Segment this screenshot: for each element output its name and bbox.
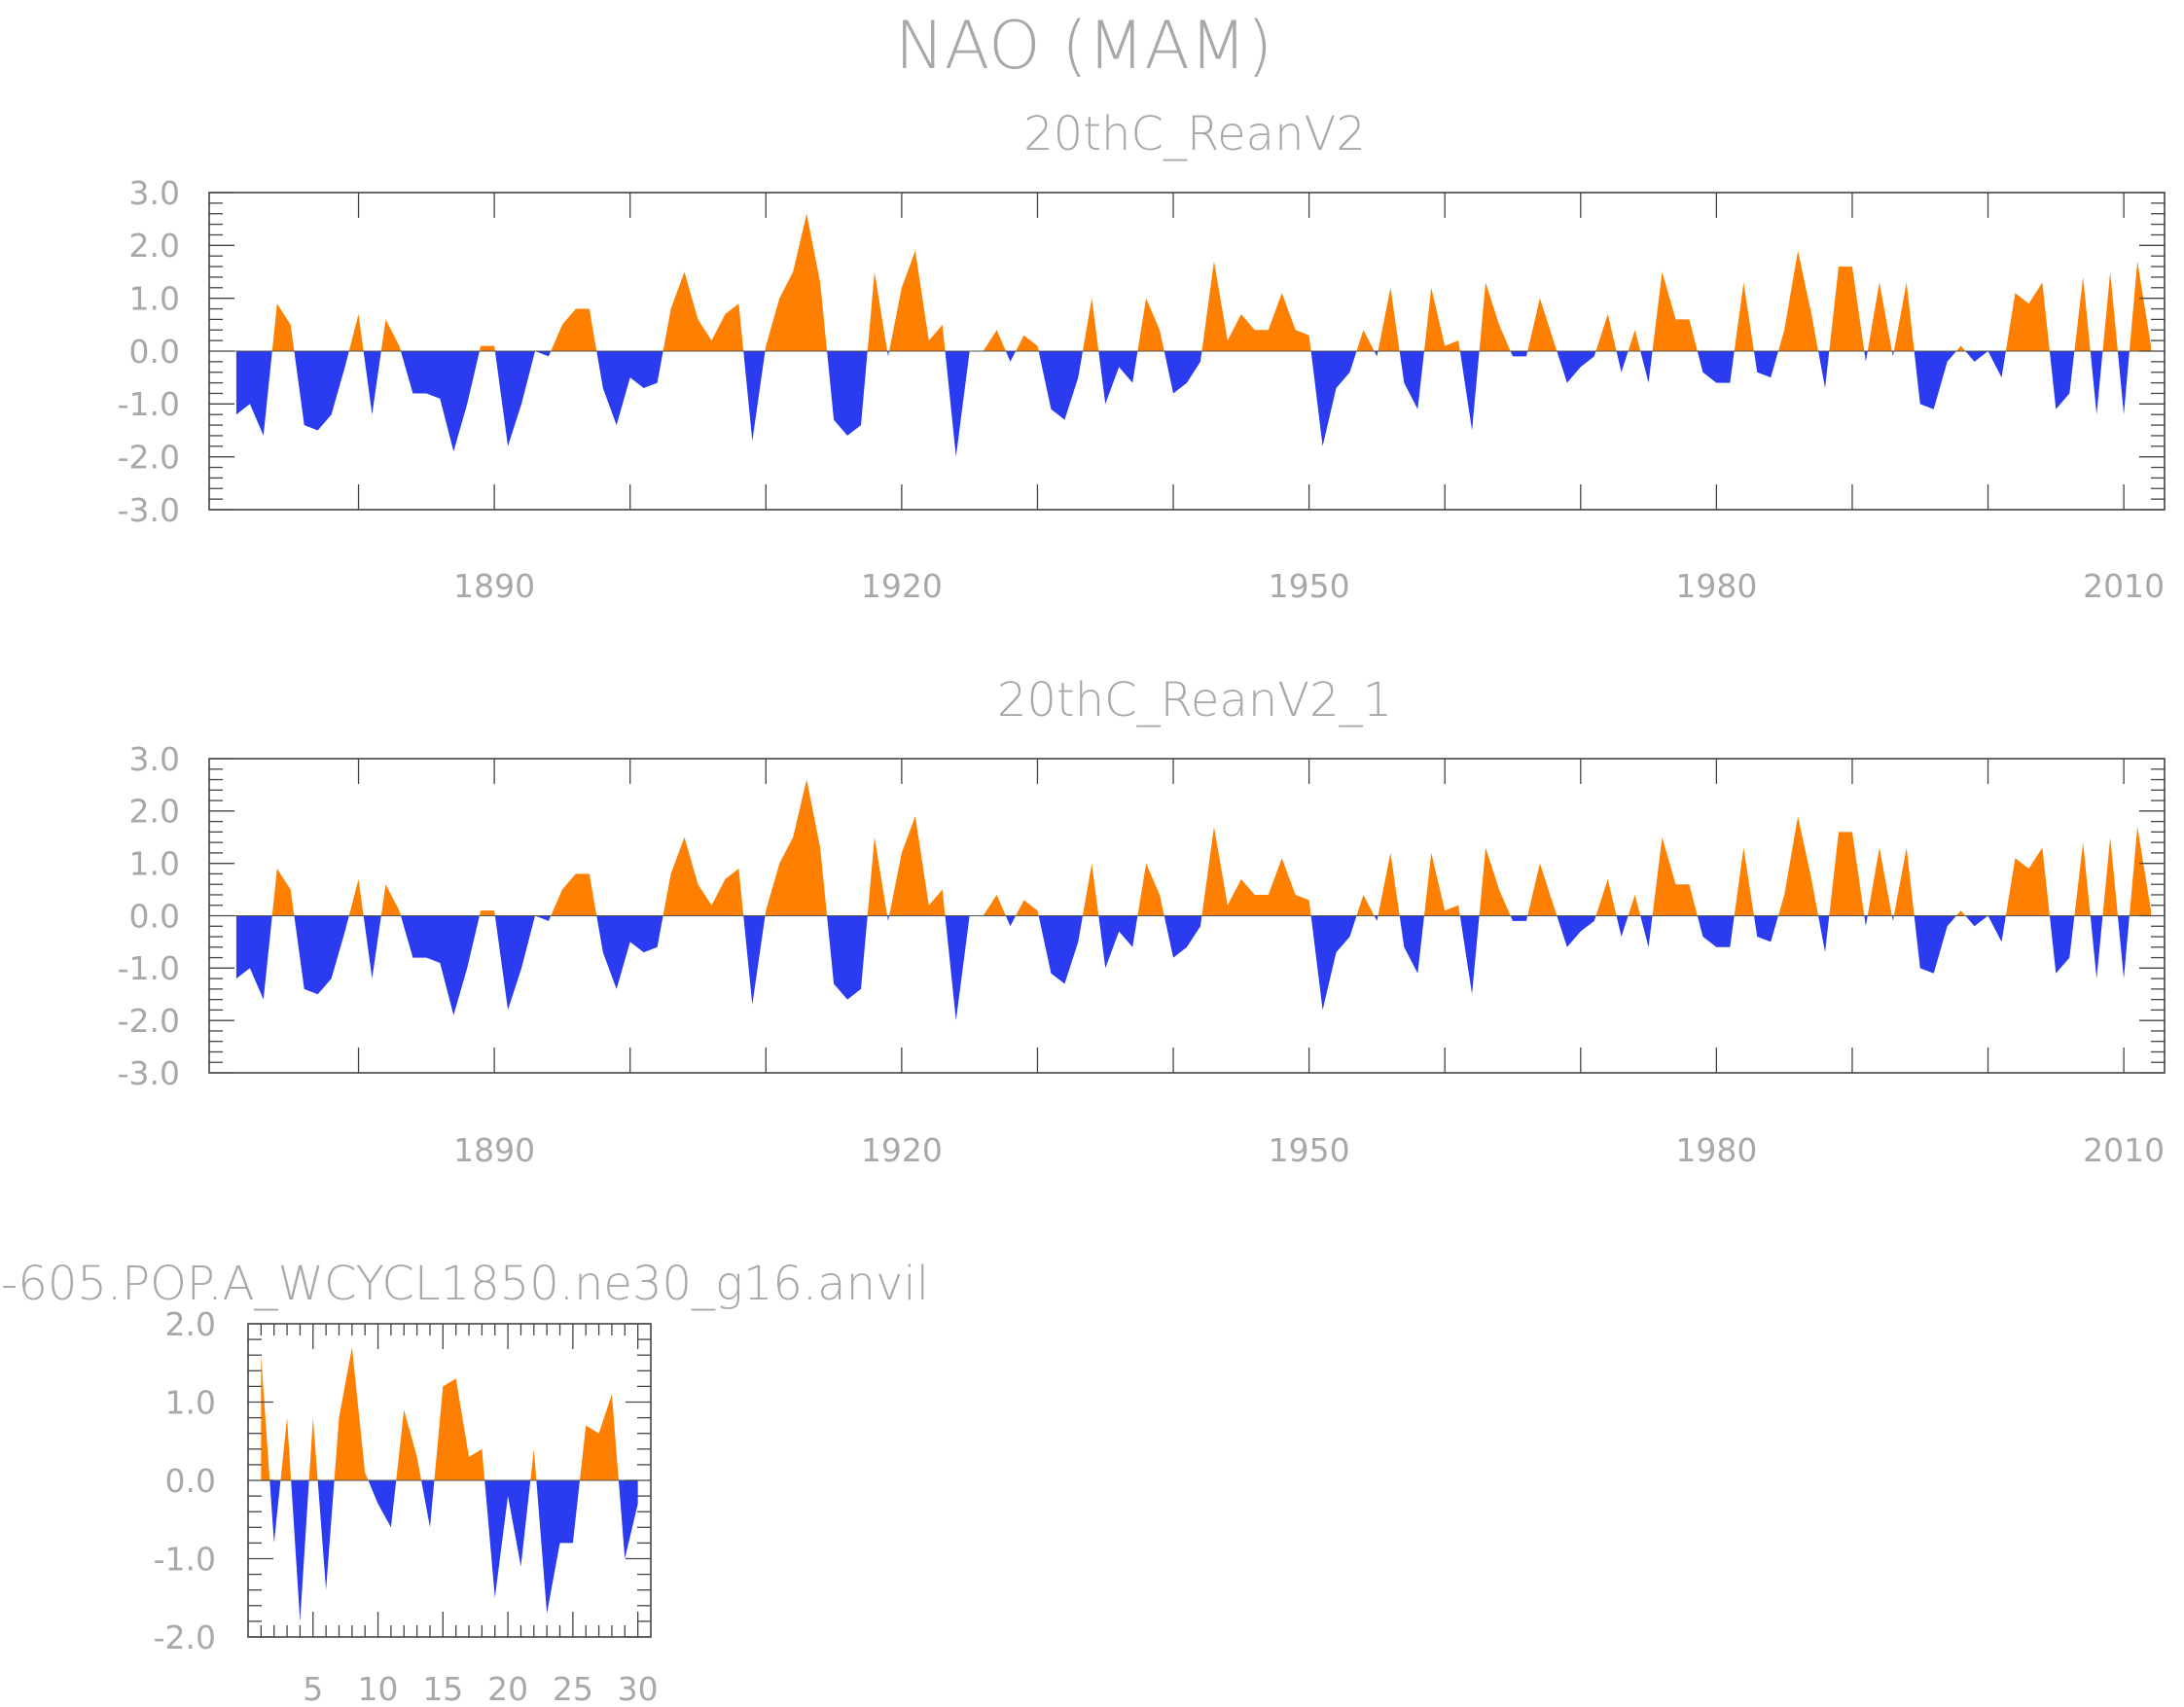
figure-title: NAO (MAM) <box>895 8 1272 85</box>
y-tick-label: 3.0 <box>129 174 180 212</box>
x-tick-label: 2010 <box>2083 1131 2165 1169</box>
y-tick-label: -2.0 <box>118 439 180 477</box>
plot-frame <box>247 1323 652 1638</box>
x-tick-label: 1980 <box>1675 1131 1757 1169</box>
y-tick-label: 0.0 <box>165 1462 216 1500</box>
x-axis-labels: 1890 1920 1950 1980 2010 <box>453 1131 2165 1169</box>
x-tick-label: 10 <box>358 1670 399 1707</box>
nao-area-series <box>209 779 2165 1021</box>
x-tick-label: 1920 <box>861 1131 943 1169</box>
x-tick-label: 1890 <box>453 567 535 605</box>
axis-ticks <box>209 758 2165 1074</box>
x-tick-label: 1890 <box>453 1131 535 1169</box>
y-tick-label: -1.0 <box>118 385 180 423</box>
y-tick-label: 3.0 <box>129 740 180 778</box>
nao-area-series <box>209 213 2165 457</box>
panel-title: 20thC_ReanV2_1 <box>997 673 1392 728</box>
negative-area <box>261 1480 638 1621</box>
panel-20thc-reanv2: 20thC_ReanV2 3.0 2.0 1.0 0.0 -1.0 -2.0 -3.0 18… <box>118 107 2166 605</box>
positive-area <box>235 213 2152 351</box>
x-axis-labels: 5 10 15 20 25 30 <box>303 1670 658 1707</box>
negative-area <box>235 915 2152 1021</box>
x-tick-label: 1920 <box>861 567 943 605</box>
y-tick-label: 1.0 <box>129 845 180 883</box>
x-tick-label: 1950 <box>1269 567 1350 605</box>
panel-title: 20thC_ReanV2 <box>1023 107 1366 161</box>
y-tick-label: 2.0 <box>165 1305 216 1343</box>
y-tick-label: -3.0 <box>118 491 180 529</box>
plot-frame <box>208 192 2166 511</box>
negative-area <box>235 351 2152 457</box>
y-tick-label: -2.0 <box>118 1002 180 1040</box>
axis-ticks <box>248 1323 651 1638</box>
y-axis-labels: 2.0 1.0 0.0 -1.0 -2.0 <box>154 1305 216 1656</box>
y-tick-label: 2.0 <box>129 227 180 265</box>
positive-area <box>235 779 2152 916</box>
y-tick-label: -1.0 <box>154 1540 216 1578</box>
y-axis-labels: 3.0 2.0 1.0 0.0 -1.0 -2.0 -3.0 <box>118 174 180 529</box>
y-tick-label: 1.0 <box>129 280 180 318</box>
y-tick-label: 0.0 <box>129 897 180 935</box>
x-tick-label: 25 <box>553 1670 593 1707</box>
panel-20thc-reanv2-1: 20thC_ReanV2_1 3.02.01.00.0-1.0-2.0-3.0 … <box>118 673 2166 1169</box>
x-tick-label: 5 <box>303 1670 323 1707</box>
nao-area-series <box>248 1347 651 1621</box>
panel-pop-wcycl1850: -605.POP.A_WCYCL1850.ne30_g16.anvil 2.0 1… <box>1 1257 929 1707</box>
x-tick-label: 20 <box>487 1670 528 1707</box>
plot-frame <box>208 758 2166 1074</box>
positive-area <box>261 1347 638 1480</box>
y-tick-label: -1.0 <box>118 949 180 987</box>
x-tick-label: 15 <box>422 1670 463 1707</box>
axis-ticks <box>209 192 2165 511</box>
y-axis-labels: 3.0 2.0 1.0 0.0 -1.0 -2.0 -3.0 <box>118 740 180 1092</box>
x-tick-label: 2010 <box>2083 567 2165 605</box>
y-tick-label: -2.0 <box>154 1618 216 1656</box>
y-tick-label: 2.0 <box>129 793 180 831</box>
x-axis-labels: 1890 1920 1950 1980 2010 <box>453 567 2165 605</box>
x-tick-label: 1950 <box>1269 1131 1350 1169</box>
y-tick-label: 1.0 <box>165 1383 216 1421</box>
panel-title: -605.POP.A_WCYCL1850.ne30_g16.anvil <box>1 1257 929 1311</box>
y-tick-label: -3.0 <box>118 1054 180 1092</box>
y-tick-label: 0.0 <box>129 333 180 371</box>
x-tick-label: 1980 <box>1675 567 1757 605</box>
x-tick-label: 30 <box>618 1670 659 1707</box>
